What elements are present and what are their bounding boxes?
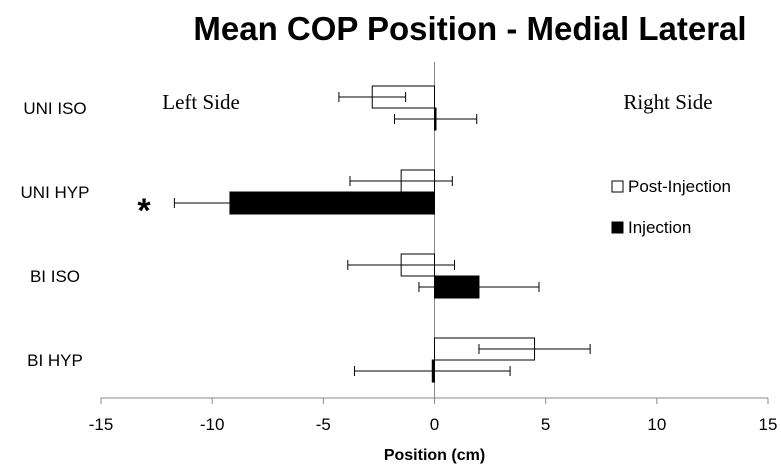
bars bbox=[229, 85, 536, 383]
category-label: BI ISO bbox=[30, 267, 80, 286]
x-tick-label: 10 bbox=[647, 415, 666, 434]
legend-swatch bbox=[611, 221, 624, 234]
x-tick-label: 15 bbox=[759, 415, 778, 434]
chart-title: Mean COP Position - Medial Lateral bbox=[193, 10, 746, 47]
legend-label: Post-Injection bbox=[628, 177, 731, 196]
left-side-annotation: Left Side bbox=[162, 90, 240, 114]
legend: Post-Injection Injection bbox=[611, 177, 731, 237]
x-tick-label: -10 bbox=[200, 415, 225, 434]
category-label: BI HYP bbox=[27, 351, 83, 370]
axes: -15 -10 -5 0 5 10 15 Position (cm) bbox=[89, 62, 778, 464]
category-label: UNI HYP bbox=[21, 183, 90, 202]
x-tick-label: -15 bbox=[89, 415, 114, 434]
x-tick-label: -5 bbox=[316, 415, 331, 434]
category-label: UNI ISO bbox=[23, 99, 86, 118]
significance-marker: * bbox=[137, 192, 151, 230]
x-axis-label: Position (cm) bbox=[384, 447, 485, 464]
error-bars bbox=[173, 92, 591, 376]
labels: UNI ISO UNI HYP BI ISO BI HYP Left Side Right… bbox=[21, 90, 713, 370]
legend-swatch bbox=[611, 180, 624, 193]
right-side-annotation: Right Side bbox=[623, 90, 712, 114]
x-tick-label: 5 bbox=[541, 415, 550, 434]
legend-label: Injection bbox=[628, 218, 691, 237]
x-tick-label: 0 bbox=[430, 415, 439, 434]
